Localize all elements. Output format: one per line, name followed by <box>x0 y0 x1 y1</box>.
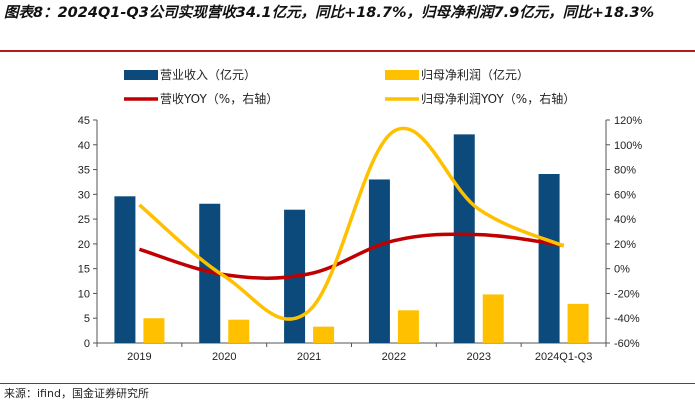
x-tick-label: 2021 <box>297 351 321 363</box>
profit-bar <box>228 319 250 343</box>
revenue-bar <box>453 134 475 343</box>
profit-bar <box>143 318 165 343</box>
right-tick-label: 60% <box>614 189 636 201</box>
x-tick-label: 2024Q1-Q3 <box>535 351 592 363</box>
revenue-yoy-line <box>138 232 564 280</box>
profit-bar <box>313 326 335 343</box>
right-tick-label: 120% <box>614 115 642 127</box>
right-tick-label: 100% <box>614 140 642 152</box>
lines <box>138 126 565 321</box>
revenue-bar <box>114 196 136 343</box>
legend-profit-swatch <box>385 70 419 80</box>
legend-profit-label: 归母净利润（亿元） <box>421 67 529 82</box>
axes: 0 5 10 15 20 25 30 35 40 45 -60% -40% -20% 0% 20% 40% 60… <box>78 115 643 363</box>
right-tick-label: -20% <box>614 288 640 300</box>
legend-profit-yoy-label: 归母净利润YOY（%，右轴） <box>421 91 575 106</box>
chart-title: 图表8：2024Q1-Q3公司实现营收34.1亿元，同比+18.7%，归母净利润… <box>4 5 655 21</box>
left-tick-label: 20 <box>78 239 90 251</box>
profit-yoy-line <box>138 126 565 321</box>
left-tick-label: 25 <box>78 214 90 226</box>
left-tick-label: 45 <box>78 115 90 127</box>
right-tick-label: 20% <box>614 239 636 251</box>
left-tick-label: 40 <box>78 140 90 152</box>
legend-revenue-swatch <box>124 70 158 80</box>
left-tick-label: 30 <box>78 189 90 201</box>
profit-bar <box>482 294 504 343</box>
revenue-bar <box>538 174 560 343</box>
profit-bar <box>397 310 419 343</box>
profit-bar <box>567 303 589 343</box>
x-tick-label: 2019 <box>127 351 151 363</box>
legend-revenue-yoy-label: 营收YOY（%，右轴） <box>160 91 278 106</box>
right-tick-label: 40% <box>614 214 636 226</box>
right-tick-label: -60% <box>614 338 640 350</box>
left-tick-label: 15 <box>78 264 90 276</box>
right-tick-label: 0% <box>614 264 630 276</box>
left-tick-label: 0 <box>84 338 90 350</box>
x-tick-label: 2023 <box>467 351 491 363</box>
right-tick-label: 80% <box>614 165 636 177</box>
source-note: 来源：ifind，国金证券研究所 <box>4 387 149 400</box>
source-divider <box>0 383 695 384</box>
x-tick-label: 2022 <box>382 351 406 363</box>
legend-revenue-label: 营业收入（亿元） <box>160 67 256 82</box>
title-divider <box>0 50 695 52</box>
left-tick-label: 10 <box>78 288 90 300</box>
legend: 营业收入（亿元） 归母净利润（亿元） 营收YOY（%，右轴） 归母净利润YOY（%，右… <box>124 67 575 106</box>
left-tick-label: 35 <box>78 165 90 177</box>
right-tick-label: -40% <box>614 313 640 325</box>
left-tick-label: 5 <box>84 313 90 325</box>
x-tick-label: 2020 <box>212 351 236 363</box>
revenue-bar <box>368 179 390 343</box>
